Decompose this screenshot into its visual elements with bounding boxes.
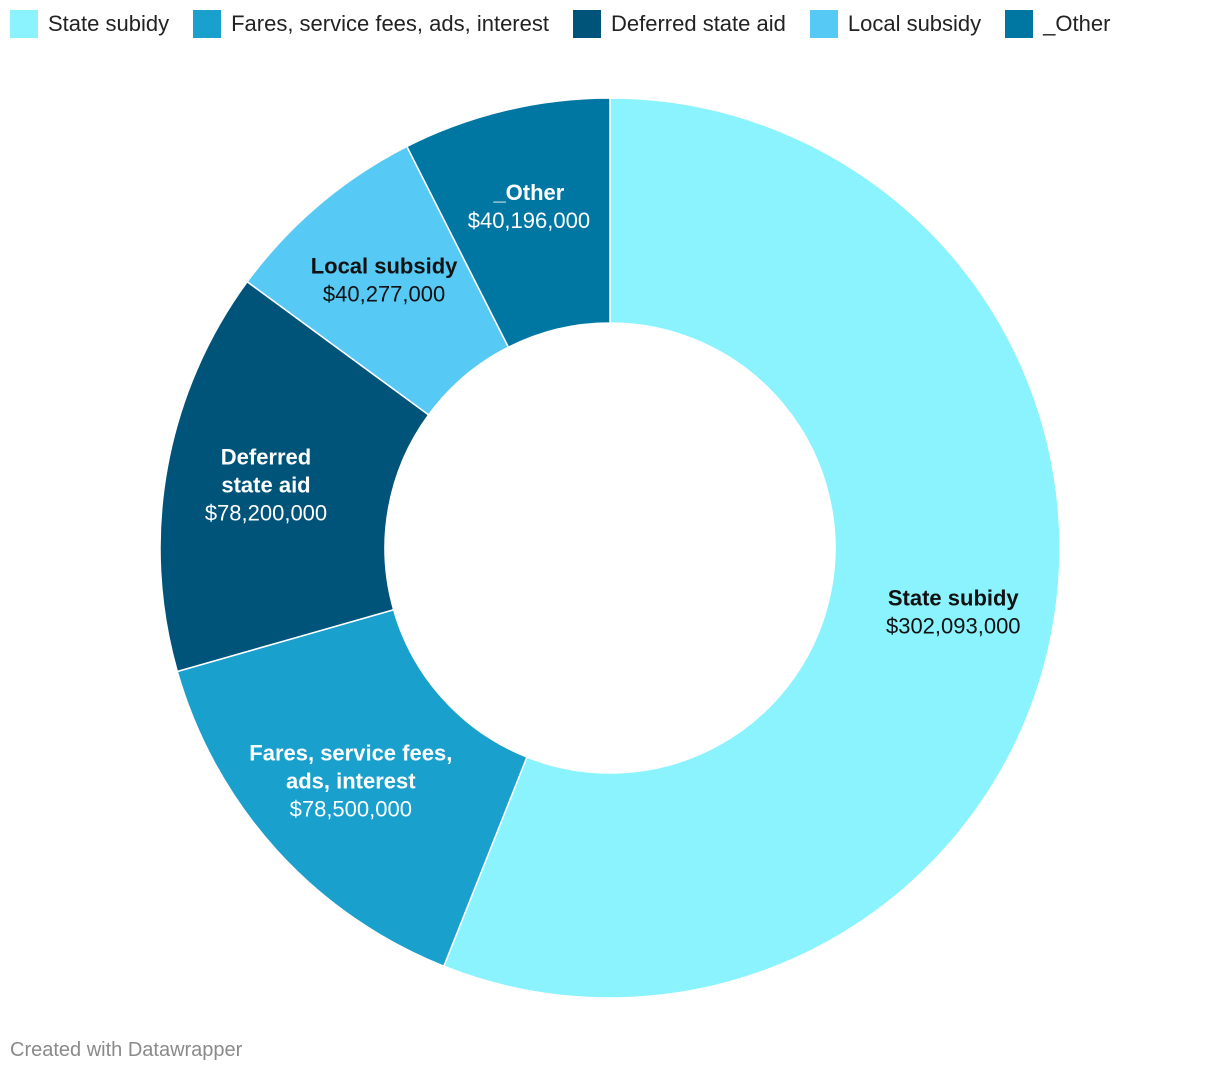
slice-label-name: Local subsidy: [311, 253, 458, 278]
legend-item: Fares, service fees, ads, interest: [193, 10, 549, 38]
legend-item: Local subsidy: [809, 10, 982, 38]
legend-swatch: [809, 10, 838, 38]
legend-label: _Other: [1043, 11, 1111, 36]
legend-item: State subidy: [10, 10, 169, 38]
slice-label: Local subsidy $40,277,000: [311, 253, 458, 306]
legend-label: Fares, service fees, ads, interest: [231, 11, 549, 36]
donut-slice: [176, 608, 528, 968]
donut-slice: [405, 97, 611, 349]
legend-label: Deferred state aid: [610, 11, 786, 36]
slice-label-value: $40,277,000: [323, 281, 445, 306]
slice-label: State subidy $302,093,000: [886, 586, 1021, 639]
legend-item: Deferred state aid: [572, 10, 786, 38]
slice-label-value: $78,200,000: [205, 500, 327, 525]
slice-label-name: Fares, service fees,: [249, 740, 452, 765]
slice-label: Deferred state aid $78,200,000: [205, 444, 327, 525]
slice-label-name: state aid: [221, 472, 310, 497]
slice-label-name: _Other: [492, 180, 564, 205]
donut-slice: [159, 280, 430, 673]
legend-swatch: [10, 10, 38, 38]
legend-swatch: [193, 10, 222, 38]
slice-label-value: $302,093,000: [886, 614, 1021, 639]
slice-label-name: Deferred: [221, 444, 311, 469]
legend-item: _Other: [1005, 10, 1110, 38]
slice-label: _Other $40,196,000: [468, 180, 590, 233]
donut-slice: [442, 97, 1061, 999]
footer-credit: Created with Datawrapper: [10, 1039, 243, 1061]
slice-label-name: State subidy: [888, 586, 1020, 611]
legend-swatch: [1005, 10, 1034, 38]
slice-label-name: ads, interest: [286, 768, 416, 793]
slice-label: Fares, service fees, ads, interest $78,500…: [249, 740, 452, 821]
chart-legend: State subidy Fares, service fees, ads, in…: [10, 8, 1110, 40]
legend-label: State subidy: [48, 11, 170, 36]
legend-swatch: [572, 10, 601, 38]
slice-label-value: $78,500,000: [290, 796, 412, 821]
slice-label-value: $40,196,000: [468, 208, 590, 233]
legend-label: Local subsidy: [847, 11, 982, 36]
